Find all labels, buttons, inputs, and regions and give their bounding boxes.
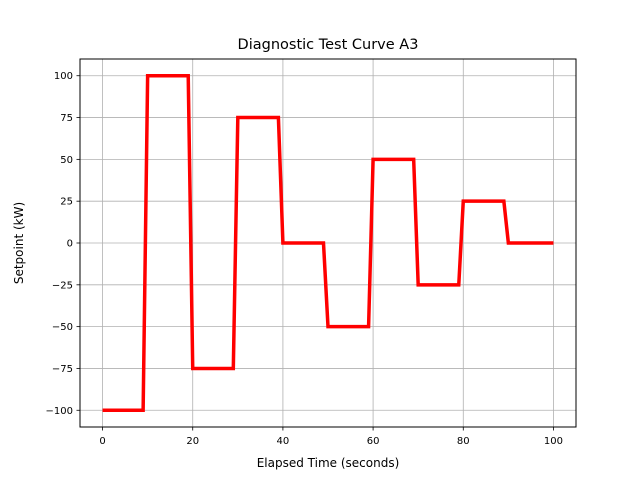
y-axis-label: Setpoint (kW): [12, 202, 26, 284]
x-tick-label: 0: [99, 436, 105, 447]
y-tick-label: 50: [60, 155, 73, 166]
ticks: 0 20 40 60 80 100 −100 −75 −50 −25 0 25 50 75 100: [46, 71, 563, 447]
x-tick-label: 20: [186, 436, 199, 447]
chart-title: Diagnostic Test Curve A3: [238, 37, 419, 53]
y-tick-label: 0: [67, 239, 73, 250]
y-tick-label: 75: [60, 113, 73, 124]
x-tick-label: 60: [367, 436, 380, 447]
x-tick-label: 80: [457, 436, 470, 447]
x-tick-label: 40: [277, 436, 290, 447]
y-tick-label: −25: [52, 280, 73, 291]
x-tick-label: 100: [544, 436, 563, 447]
y-tick-label: 100: [54, 71, 73, 82]
series-line: [102, 73, 554, 413]
y-tick-label: −50: [52, 322, 73, 333]
grid: [80, 59, 576, 427]
series: [102, 73, 554, 413]
y-tick-label: −100: [46, 406, 73, 417]
y-tick-label: 25: [60, 197, 73, 208]
y-tick-label: −75: [52, 364, 73, 375]
x-axis-label: Elapsed Time (seconds): [257, 456, 400, 470]
